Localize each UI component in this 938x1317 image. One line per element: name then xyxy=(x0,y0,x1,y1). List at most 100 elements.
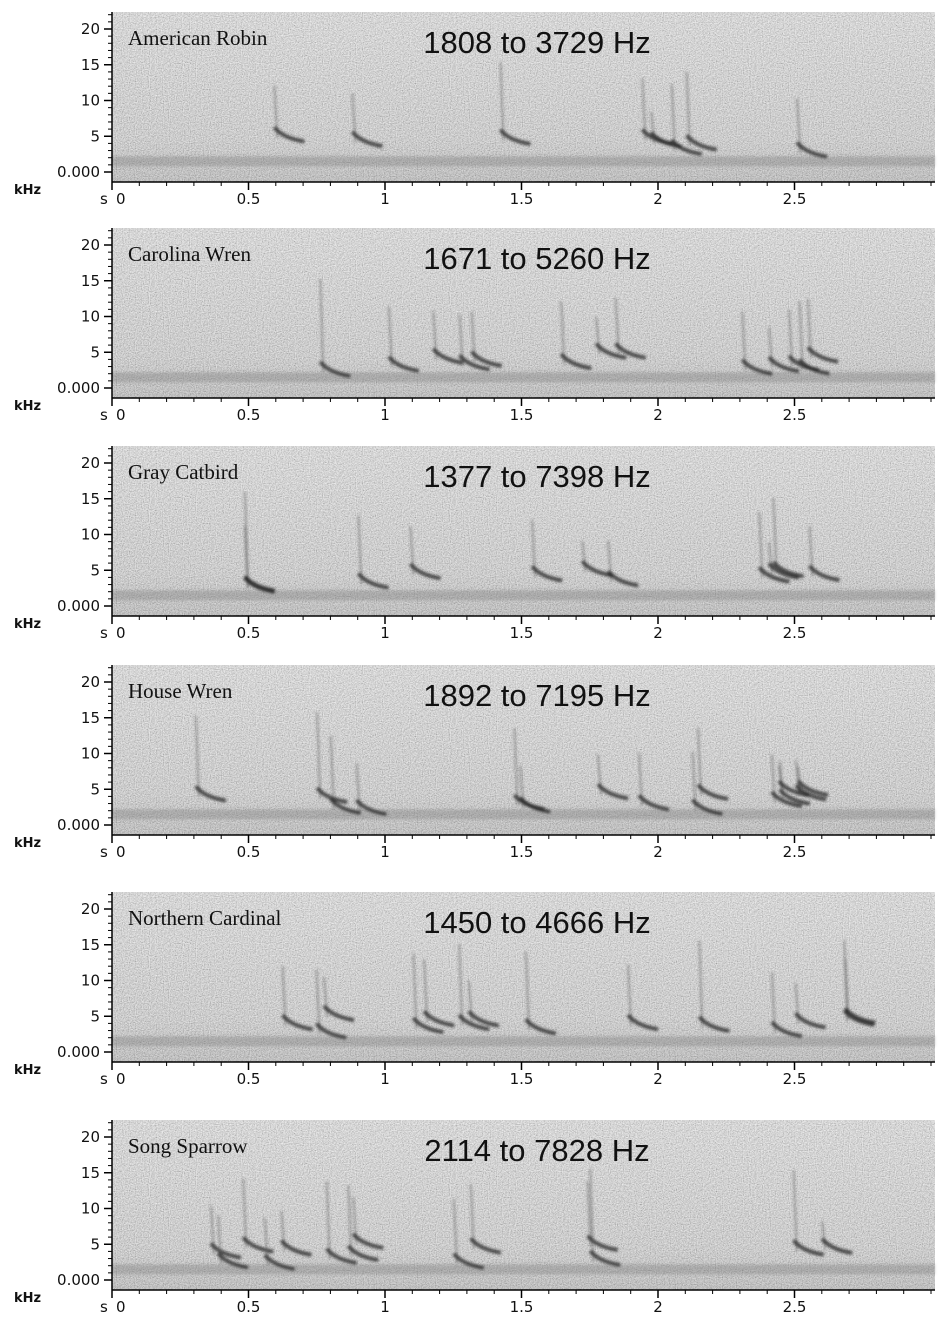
x-tick-label: 2.5 xyxy=(783,1070,807,1088)
syllable xyxy=(770,790,803,809)
y-tick-label: 5 xyxy=(90,1007,100,1025)
syllable xyxy=(806,346,839,364)
syllable xyxy=(740,358,773,376)
x-tick-label: 1 xyxy=(380,406,390,424)
syllable-streak xyxy=(513,728,519,806)
syllable-streak xyxy=(357,515,363,585)
syllable xyxy=(281,1013,313,1032)
spectrogram-panel: 0.000 5 10 15 20 0 0.5 1 1.5 2 2.5 s kHz Song Sparrow… xyxy=(14,1120,935,1316)
syllable xyxy=(263,1253,296,1272)
syllable xyxy=(314,1022,347,1040)
syllable xyxy=(408,562,441,581)
syllable-streak xyxy=(194,715,200,798)
syllable-streak xyxy=(792,1170,798,1252)
y-tick-label: 5 xyxy=(90,780,100,798)
x-tick-label: 1 xyxy=(380,843,390,861)
x-tick-label: 0 xyxy=(116,624,126,642)
syllable-streak xyxy=(772,497,778,573)
x-tick-label: 2.5 xyxy=(783,406,807,424)
species-label: Carolina Wren xyxy=(128,242,251,266)
syllable xyxy=(458,353,490,372)
syllable xyxy=(777,779,810,798)
x-unit: s xyxy=(100,624,108,642)
spectrogram-panel: 0.000 5 10 15 20 0 0.5 1 1.5 2 2.5 s kHz Gray Catbird… xyxy=(14,446,935,642)
syllable xyxy=(637,793,670,812)
syllable xyxy=(387,355,420,373)
spectrogram-noise xyxy=(112,12,935,182)
syllable-streak xyxy=(586,1181,592,1247)
syllable xyxy=(797,358,830,376)
x-unit: s xyxy=(100,1070,108,1088)
y-tick-label: 20 xyxy=(81,20,100,38)
x-tick-label: 1 xyxy=(380,1070,390,1088)
syllable-streak xyxy=(821,1221,827,1250)
syllable-streak xyxy=(243,491,249,588)
frequency-range: 1671 to 5260 Hz xyxy=(423,241,651,276)
syllable xyxy=(209,1242,242,1260)
syllable xyxy=(422,1009,455,1028)
frequency-range: 2114 to 7828 Hz xyxy=(424,1133,649,1168)
y-tick-label: 15 xyxy=(81,56,100,74)
syllable-streak xyxy=(685,71,691,147)
syllable xyxy=(470,350,503,368)
syllable-streak xyxy=(758,512,764,579)
x-tick-label: 1.5 xyxy=(510,1070,534,1088)
syllable xyxy=(411,1016,444,1035)
x-tick-label: 0.5 xyxy=(237,1298,261,1316)
x-tick-label: 2 xyxy=(653,190,663,208)
syllable xyxy=(697,1015,730,1033)
syllable xyxy=(685,134,717,152)
syllable xyxy=(614,342,647,360)
low-band xyxy=(112,156,935,167)
x-tick-label: 0 xyxy=(116,190,126,208)
y-tick-label: 5 xyxy=(90,343,100,361)
species-label: House Wren xyxy=(128,679,233,703)
y-tick-label: 20 xyxy=(81,454,100,472)
syllable-streak xyxy=(458,944,464,1026)
x-unit: s xyxy=(100,1298,108,1316)
y-tick-label: 0.000 xyxy=(57,1271,100,1289)
syllable-streak xyxy=(316,712,322,799)
syllable xyxy=(770,1020,803,1039)
syllable xyxy=(315,786,348,805)
syllable xyxy=(586,1234,619,1252)
syllable xyxy=(767,355,800,374)
syllable xyxy=(354,798,387,817)
x-tick-label: 2 xyxy=(653,624,663,642)
x-tick-label: 0.5 xyxy=(237,624,261,642)
y-tick-label: 20 xyxy=(81,236,100,254)
y-tick-label: 5 xyxy=(90,127,100,145)
syllable xyxy=(498,128,531,146)
y-tick-label: 15 xyxy=(81,936,100,954)
spectrogram-panel: 0.000 5 10 15 20 0 0.5 1 1.5 2 2.5 s kHz House Wren 18… xyxy=(14,665,935,861)
x-unit: s xyxy=(100,843,108,861)
syllable xyxy=(469,1237,502,1255)
x-tick-label: 0.5 xyxy=(237,1070,261,1088)
x-tick-label: 1 xyxy=(380,1298,390,1316)
syllable xyxy=(793,1011,826,1030)
syllable xyxy=(467,1010,500,1028)
frequency-range: 1808 to 3729 Hz xyxy=(423,25,651,60)
x-tick-label: 0 xyxy=(116,1070,126,1088)
syllable xyxy=(559,352,592,371)
x-tick-label: 0 xyxy=(116,406,126,424)
y-tick-label: 10 xyxy=(81,972,100,990)
x-tick-label: 2 xyxy=(653,1070,663,1088)
syllable xyxy=(530,564,563,583)
x-tick-label: 0.5 xyxy=(237,190,261,208)
y-tick-label: 0.000 xyxy=(57,597,100,615)
species-label: Gray Catbird xyxy=(128,460,239,484)
x-tick-label: 1 xyxy=(380,190,390,208)
x-tick-label: 1.5 xyxy=(510,406,534,424)
y-tick-label: 15 xyxy=(81,709,100,727)
y-unit: kHz xyxy=(14,617,41,632)
syllable-streak xyxy=(697,727,703,796)
syllable-streak xyxy=(670,84,676,151)
x-tick-label: 2.5 xyxy=(783,843,807,861)
y-unit: kHz xyxy=(14,1291,41,1306)
x-tick-label: 1.5 xyxy=(510,1298,534,1316)
syllable-streak xyxy=(325,1181,331,1260)
x-tick-label: 0.5 xyxy=(237,843,261,861)
syllable xyxy=(807,564,840,583)
